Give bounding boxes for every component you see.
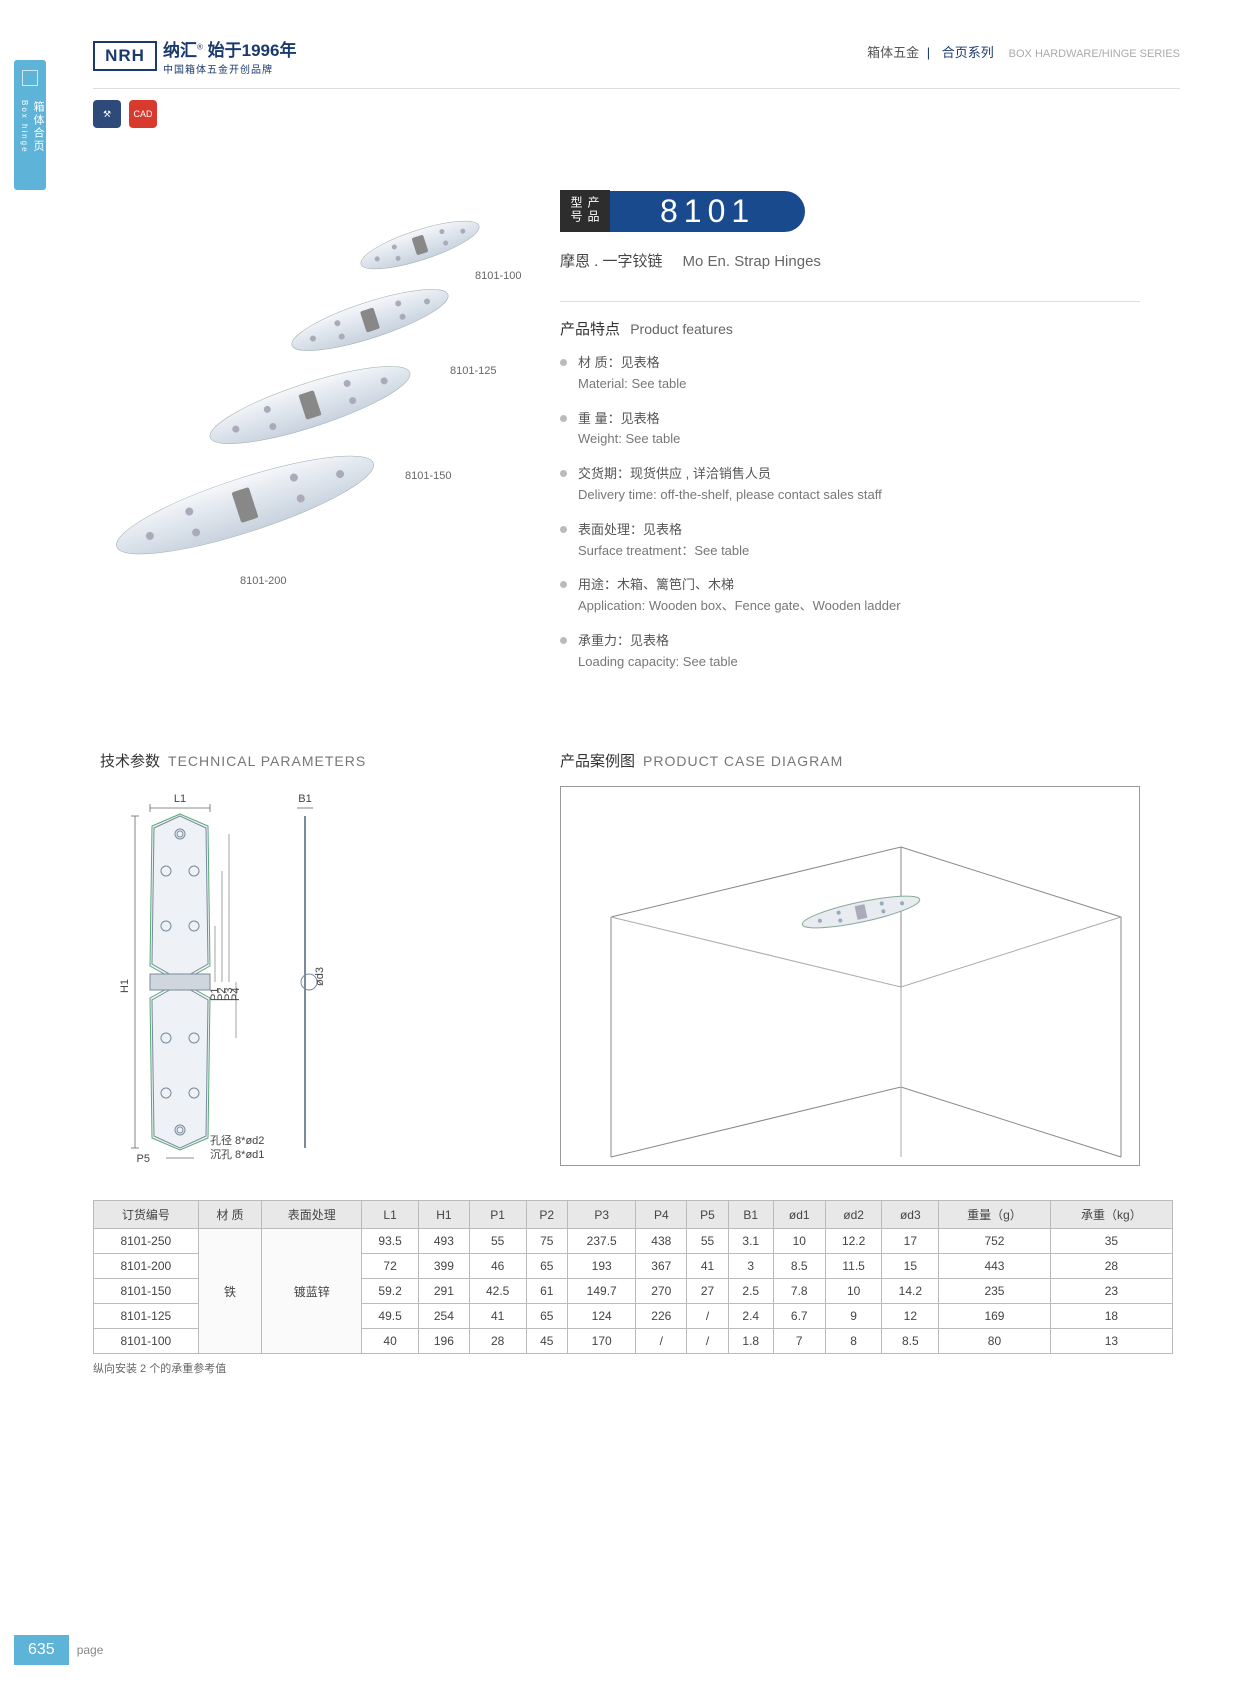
technical-diagram: L1 H1 P1 P2 P3 P4 [100, 786, 430, 1171]
img-label-200: 8101-200 [240, 575, 287, 587]
svg-text:P4: P4 [230, 988, 242, 1001]
hinge-illustration [110, 170, 530, 590]
logo-block: NRH 纳汇® 始于1996年 中国箱体五金开创品牌 [93, 36, 296, 76]
table-header: ød1 [773, 1201, 825, 1229]
svg-text:H1: H1 [119, 979, 131, 993]
table-header: B1 [728, 1201, 773, 1229]
table-header: 重量（g） [939, 1201, 1051, 1229]
table-header: ød2 [825, 1201, 882, 1229]
table-header: L1 [362, 1201, 419, 1229]
table-header: P5 [687, 1201, 729, 1229]
table-header: 表面处理 [262, 1201, 362, 1229]
hinge-icon [22, 70, 38, 86]
spec-table: 订货编号材 质表面处理L1H1P1P2P3P4P5B1ød1ød2ød3重量（g… [93, 1200, 1173, 1354]
svg-text:孔径 8*ød2: 孔径 8*ød2 [210, 1134, 264, 1147]
feature-item: 承重力：见表格Loading capacity: See table [560, 631, 1140, 673]
brand-name: 纳汇® 始于1996年 [163, 36, 296, 61]
svg-text:B1: B1 [298, 793, 311, 805]
product-name: 摩恩 . 一字铰链Mo En. Strap Hinges [560, 250, 1140, 271]
svg-text:P5: P5 [137, 1153, 150, 1165]
model-number: 8101 [610, 191, 805, 232]
model-row: 产品型号 8101 [560, 190, 1140, 232]
cad-badge: CAD [129, 100, 157, 128]
img-label-125: 8101-125 [450, 365, 497, 377]
page-header: NRH 纳汇® 始于1996年 中国箱体五金开创品牌 箱体五金 | 合页系列 B… [93, 36, 1180, 84]
tech-params-title: 技术参数TECHNICAL PARAMETERS [100, 750, 366, 771]
badge-row: ⚒ CAD [93, 100, 157, 128]
img-label-100: 8101-100 [475, 270, 522, 282]
brand-slogan: 中国箱体五金开创品牌 [163, 61, 296, 76]
table-header: ød3 [882, 1201, 939, 1229]
feature-item: 材 质：见表格Material: See table [560, 353, 1140, 395]
table-header: P3 [568, 1201, 636, 1229]
table-header: 材 质 [198, 1201, 262, 1229]
table-header: H1 [418, 1201, 469, 1229]
sidebar-label: 箱体合页Box hinge [14, 100, 46, 154]
product-image: 8101-100 8101-125 8101-150 8101-200 [110, 170, 530, 590]
features-title: 产品特点 Product features [560, 301, 1140, 339]
svg-text:L1: L1 [174, 793, 186, 805]
table-header: 承重（kg） [1050, 1201, 1172, 1229]
feature-item: 交货期：现货供应 , 详洽销售人员Delivery time: off-the-… [560, 464, 1140, 506]
img-label-150: 8101-150 [405, 470, 452, 482]
table-header: P4 [636, 1201, 687, 1229]
svg-text:沉孔 8*ød1: 沉孔 8*ød1 [210, 1148, 264, 1161]
feature-item: 用途：木箱、篱笆门、木梯Application: Wooden box、Fenc… [560, 575, 1140, 617]
case-diagram-title: 产品案例图PRODUCT CASE DIAGRAM [560, 750, 843, 771]
table-row: 8101-250铁镀蓝锌93.54935575237.5438553.11012… [94, 1229, 1173, 1254]
feature-item: 表面处理：见表格Surface treatment：See table [560, 520, 1140, 562]
svg-text:ød3: ød3 [314, 967, 326, 986]
breadcrumb: 箱体五金 | 合页系列 BOX HARDWARE/HINGE SERIES [867, 36, 1180, 61]
logo-mark: NRH [93, 41, 157, 71]
page-label: page [77, 1643, 104, 1657]
product-case-diagram [560, 786, 1140, 1166]
sidebar-tab: 箱体合页Box hinge [14, 60, 46, 190]
header-divider [93, 88, 1180, 89]
table-header: P1 [469, 1201, 526, 1229]
table-header: P2 [526, 1201, 568, 1229]
tool-badge: ⚒ [93, 100, 121, 128]
table-header: 订货编号 [94, 1201, 199, 1229]
features-list: 材 质：见表格Material: See table 重 量：见表格Weight:… [560, 353, 1140, 673]
table-note: 纵向安装 2 个的承重参考值 [93, 1360, 1173, 1376]
feature-item: 重 量：见表格Weight: See table [560, 409, 1140, 451]
spec-table-wrap: 订货编号材 质表面处理L1H1P1P2P3P4P5B1ød1ød2ød3重量（g… [93, 1200, 1173, 1376]
page-footer: 635 page [14, 1635, 103, 1665]
model-tag: 产品型号 [560, 190, 610, 232]
page-number: 635 [14, 1635, 69, 1665]
product-info: 产品型号 8101 摩恩 . 一字铰链Mo En. Strap Hinges 产… [560, 190, 1140, 687]
